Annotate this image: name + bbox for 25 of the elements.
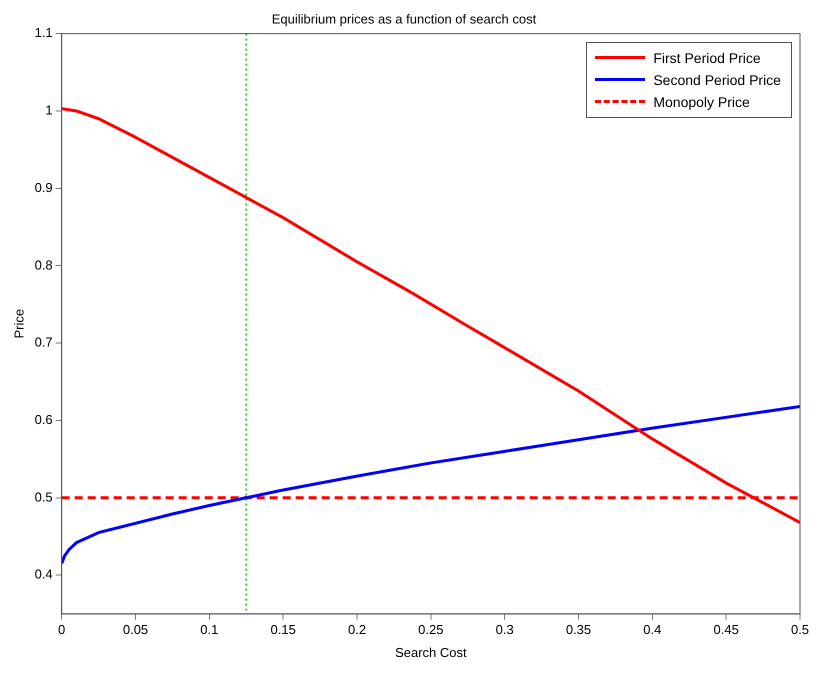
x-tick-label: 0.2 <box>348 622 366 638</box>
x-tick-label: 0 <box>58 622 66 638</box>
y-tick-label: 0.8 <box>34 257 53 272</box>
x-tick-label: 0.45 <box>714 622 739 638</box>
legend-label: Second Period Price <box>653 72 781 88</box>
x-tick-label: 0.3 <box>496 622 514 638</box>
chart-title: Equilibrium prices as a function of search cost <box>272 11 537 26</box>
x-axis-title: Search Cost <box>395 644 467 660</box>
y-tick-label: 1.1 <box>34 25 53 40</box>
y-tick-label: 0.9 <box>34 180 53 195</box>
y-tick-label: 0.5 <box>34 489 53 504</box>
x-tick-label: 0.25 <box>418 622 444 638</box>
legend-label: First Period Price <box>653 50 761 66</box>
y-tick-label: 1 <box>45 102 53 118</box>
x-tick-label: 0.15 <box>270 622 296 638</box>
y-tick-label: 0.7 <box>34 334 53 350</box>
y-tick-label: 0.6 <box>34 412 53 427</box>
x-tick-label: 0.4 <box>643 622 662 638</box>
x-tick-label: 0.1 <box>200 622 218 638</box>
x-tick-label: 0.05 <box>122 622 148 638</box>
x-tick-label: 0.5 <box>790 622 810 638</box>
y-axis-title: Price <box>11 308 26 339</box>
legend-label: Monopoly Price <box>653 94 750 110</box>
y-tick-label: 0.4 <box>34 566 53 582</box>
x-tick-label: 0.35 <box>566 622 592 638</box>
